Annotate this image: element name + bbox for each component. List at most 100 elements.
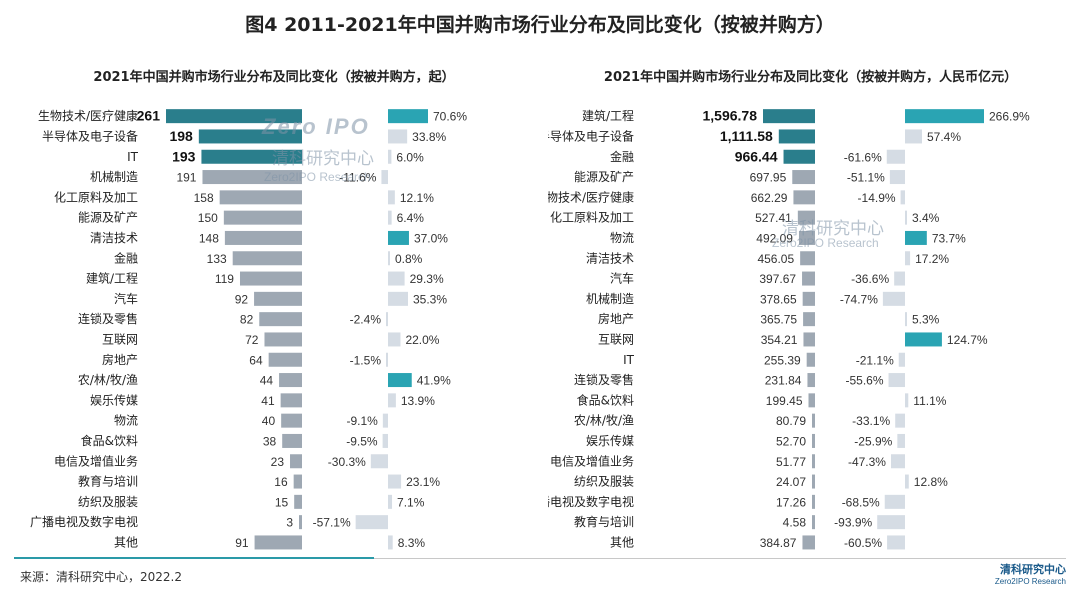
left-category-label: 房地产 bbox=[102, 352, 138, 367]
left-category-label: 物流 bbox=[114, 414, 138, 428]
left-growth-bar bbox=[382, 433, 388, 448]
right-growth-label: 57.4% bbox=[927, 130, 961, 144]
left-growth-bar bbox=[382, 413, 388, 428]
left-growth-bar bbox=[388, 210, 392, 225]
left-growth-label: 23.1% bbox=[406, 475, 440, 489]
right-category-label: 娱乐传媒 bbox=[586, 433, 634, 448]
left-growth-bar bbox=[388, 149, 392, 164]
left-chart-title: 2021年中国并购市场行业分布及同比变化（按被并购方，起） bbox=[93, 70, 455, 85]
right-growth-label: 17.2% bbox=[915, 252, 949, 266]
right-value-label: 255.39 bbox=[764, 353, 801, 367]
right-category-label: IT bbox=[623, 353, 635, 367]
left-value-bar bbox=[166, 109, 302, 124]
right-growth-bar bbox=[905, 393, 909, 408]
right-growth-bar bbox=[905, 109, 984, 124]
left-value-bar bbox=[279, 373, 302, 388]
right-growth-label: 12.8% bbox=[914, 475, 948, 489]
left-chart-panel: 2021年中国并购市场行业分布及同比变化（按被并购方，起） 生物技术/医疗健康 2… bbox=[14, 62, 534, 554]
right-category-label: 电信及增值业务 bbox=[550, 453, 634, 468]
right-growth-label: -60.5% bbox=[844, 536, 882, 550]
left-value-bar bbox=[282, 433, 302, 448]
left-category-label: 汽车 bbox=[114, 291, 138, 306]
right-value-label: 966.44 bbox=[735, 148, 778, 164]
left-growth-label: 0.8% bbox=[395, 252, 423, 266]
left-growth-label: -1.5% bbox=[350, 353, 382, 367]
left-growth-label: 35.3% bbox=[413, 292, 447, 306]
left-growth-bar bbox=[355, 515, 388, 530]
right-value-label: 17.26 bbox=[776, 495, 806, 509]
right-growth-bar bbox=[882, 291, 905, 306]
right-category-label: 广播电视及数字电视 bbox=[548, 494, 634, 509]
right-value-label: 697.95 bbox=[750, 171, 787, 185]
left-value-bar bbox=[201, 149, 302, 164]
right-value-bar bbox=[797, 210, 815, 225]
right-value-label: 199.45 bbox=[766, 394, 803, 408]
right-value-bar bbox=[808, 393, 815, 408]
right-category-label: 建筑/工程 bbox=[582, 108, 634, 123]
right-growth-label: -74.7% bbox=[840, 292, 878, 306]
left-value-bar bbox=[259, 312, 302, 327]
left-value-label: 133 bbox=[207, 252, 227, 266]
right-growth-label: -25.9% bbox=[854, 434, 892, 448]
right-growth-label: -47.3% bbox=[848, 455, 886, 469]
right-growth-bar bbox=[905, 332, 942, 347]
right-category-label: 机械制造 bbox=[586, 291, 634, 306]
left-value-bar bbox=[268, 352, 302, 367]
right-value-label: 1,111.58 bbox=[720, 128, 773, 144]
right-value-label: 662.29 bbox=[751, 191, 788, 205]
left-value-bar bbox=[232, 251, 302, 266]
right-value-bar bbox=[807, 373, 815, 388]
right-growth-bar bbox=[877, 515, 905, 530]
left-value-bar bbox=[290, 454, 302, 469]
left-growth-label: 7.1% bbox=[397, 495, 425, 509]
right-growth-bar bbox=[894, 271, 905, 286]
left-category-label: 电信及增值业务 bbox=[54, 453, 138, 468]
brand-name-en: Zero2IPO Research bbox=[994, 577, 1066, 586]
left-value-label: 92 bbox=[235, 292, 249, 306]
left-value-label: 40 bbox=[262, 414, 276, 428]
right-value-bar bbox=[806, 352, 815, 367]
right-value-label: 1,596.78 bbox=[703, 108, 758, 124]
right-chart-title: 2021年中国并购市场行业分布及同比变化（按被并购方，人民币亿元） bbox=[603, 70, 1018, 85]
left-value-label: 91 bbox=[235, 536, 249, 550]
right-value-bar bbox=[803, 332, 815, 347]
left-growth-label: -2.4% bbox=[350, 313, 382, 327]
left-category-label: 其他 bbox=[114, 535, 138, 549]
left-growth-bar bbox=[388, 109, 428, 124]
right-value-label: 354.21 bbox=[761, 333, 798, 347]
left-value-label: 38 bbox=[263, 434, 277, 448]
left-growth-label: 70.6% bbox=[433, 110, 467, 124]
left-growth-label: -30.3% bbox=[328, 455, 366, 469]
right-value-bar bbox=[802, 291, 815, 306]
right-growth-label: 3.4% bbox=[912, 211, 940, 225]
right-growth-bar bbox=[888, 373, 905, 388]
right-value-bar bbox=[792, 170, 815, 185]
right-growth-label: 11.1% bbox=[913, 394, 946, 408]
source-note: 来源：清科研究中心，2022.2 bbox=[20, 570, 182, 584]
right-growth-label: -93.9% bbox=[834, 516, 872, 530]
left-growth-bar bbox=[388, 494, 393, 509]
left-value-bar bbox=[239, 271, 302, 286]
right-growth-bar bbox=[905, 474, 909, 489]
left-value-label: 44 bbox=[260, 374, 274, 388]
left-value-label: 198 bbox=[169, 128, 193, 144]
right-value-label: 456.05 bbox=[757, 252, 794, 266]
right-value-label: 231.84 bbox=[765, 374, 802, 388]
left-value-bar bbox=[219, 190, 302, 205]
right-value-bar bbox=[798, 230, 815, 245]
left-category-label: 农/林/牧/渔 bbox=[78, 373, 138, 387]
left-value-bar bbox=[223, 210, 302, 225]
left-growth-bar bbox=[388, 393, 396, 408]
right-category-label: 房地产 bbox=[598, 311, 634, 326]
left-value-label: 72 bbox=[245, 333, 259, 347]
right-growth-label: -61.6% bbox=[844, 150, 882, 164]
left-growth-bar bbox=[388, 535, 393, 550]
right-value-bar bbox=[793, 190, 815, 205]
right-category-label: 半导体及电子设备 bbox=[548, 129, 634, 143]
right-growth-bar bbox=[887, 535, 905, 550]
right-category-label: 其他 bbox=[610, 535, 634, 549]
left-growth-label: 41.9% bbox=[417, 374, 451, 388]
right-value-label: 397.67 bbox=[759, 272, 796, 286]
right-growth-label: 266.9% bbox=[989, 110, 1030, 124]
right-growth-bar bbox=[886, 149, 905, 164]
